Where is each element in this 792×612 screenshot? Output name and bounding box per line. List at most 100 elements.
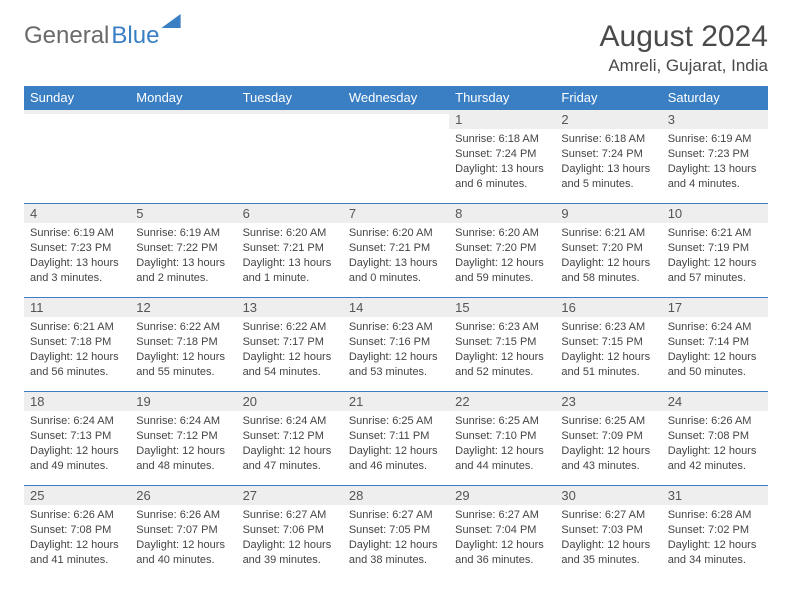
day-number: 15 — [449, 298, 555, 317]
calendar-cell: 10Sunrise: 6:21 AMSunset: 7:19 PMDayligh… — [662, 204, 768, 298]
day-number: 28 — [343, 486, 449, 505]
day-number: 6 — [237, 204, 343, 223]
day-detail-line: Sunset: 7:23 PM — [668, 147, 762, 162]
day-detail-line: Sunset: 7:19 PM — [668, 241, 762, 256]
day-details: Sunrise: 6:26 AMSunset: 7:07 PMDaylight:… — [130, 505, 236, 571]
day-detail-line: Sunset: 7:24 PM — [561, 147, 655, 162]
calendar-cell: 16Sunrise: 6:23 AMSunset: 7:15 PMDayligh… — [555, 298, 661, 392]
day-detail-line: Sunset: 7:06 PM — [243, 523, 337, 538]
day-detail-line: Sunrise: 6:27 AM — [349, 508, 443, 523]
day-number: 14 — [343, 298, 449, 317]
day-detail-line: Daylight: 13 hours and 6 minutes. — [455, 162, 549, 192]
day-detail-line: Sunrise: 6:23 AM — [561, 320, 655, 335]
day-detail-line: Sunrise: 6:18 AM — [561, 132, 655, 147]
day-details: Sunrise: 6:22 AMSunset: 7:18 PMDaylight:… — [130, 317, 236, 383]
day-detail-line: Daylight: 12 hours and 49 minutes. — [30, 444, 124, 474]
day-number: 12 — [130, 298, 236, 317]
day-number: 25 — [24, 486, 130, 505]
calendar-cell: 22Sunrise: 6:25 AMSunset: 7:10 PMDayligh… — [449, 392, 555, 486]
day-detail-line: Sunrise: 6:19 AM — [136, 226, 230, 241]
day-details: Sunrise: 6:20 AMSunset: 7:21 PMDaylight:… — [343, 223, 449, 289]
day-number: 29 — [449, 486, 555, 505]
day-detail-line: Sunset: 7:09 PM — [561, 429, 655, 444]
calendar-table: Sunday Monday Tuesday Wednesday Thursday… — [24, 86, 768, 580]
day-detail-line: Sunset: 7:05 PM — [349, 523, 443, 538]
day-detail-line: Daylight: 12 hours and 39 minutes. — [243, 538, 337, 568]
day-details: Sunrise: 6:23 AMSunset: 7:15 PMDaylight:… — [555, 317, 661, 383]
day-details: Sunrise: 6:27 AMSunset: 7:04 PMDaylight:… — [449, 505, 555, 571]
day-detail-line: Sunset: 7:07 PM — [136, 523, 230, 538]
day-detail-line: Daylight: 12 hours and 50 minutes. — [668, 350, 762, 380]
day-detail-line: Sunrise: 6:21 AM — [668, 226, 762, 241]
day-details: Sunrise: 6:24 AMSunset: 7:12 PMDaylight:… — [237, 411, 343, 477]
brand-triangle-icon — [161, 14, 181, 28]
day-detail-line: Sunrise: 6:26 AM — [668, 414, 762, 429]
day-details: Sunrise: 6:27 AMSunset: 7:03 PMDaylight:… — [555, 505, 661, 571]
day-detail-line: Sunrise: 6:24 AM — [668, 320, 762, 335]
day-detail-line: Daylight: 12 hours and 35 minutes. — [561, 538, 655, 568]
day-number: 16 — [555, 298, 661, 317]
day-detail-line: Sunrise: 6:24 AM — [30, 414, 124, 429]
day-details: Sunrise: 6:23 AMSunset: 7:15 PMDaylight:… — [449, 317, 555, 383]
calendar-cell: 9Sunrise: 6:21 AMSunset: 7:20 PMDaylight… — [555, 204, 661, 298]
day-detail-line: Sunrise: 6:27 AM — [455, 508, 549, 523]
day-detail-line: Sunrise: 6:20 AM — [349, 226, 443, 241]
day-detail-line: Sunrise: 6:20 AM — [455, 226, 549, 241]
day-detail-line: Sunrise: 6:26 AM — [30, 508, 124, 523]
day-detail-line: Sunrise: 6:26 AM — [136, 508, 230, 523]
day-detail-line: Sunset: 7:23 PM — [30, 241, 124, 256]
day-detail-line: Sunset: 7:16 PM — [349, 335, 443, 350]
calendar-cell: 29Sunrise: 6:27 AMSunset: 7:04 PMDayligh… — [449, 486, 555, 580]
day-detail-line: Sunrise: 6:25 AM — [349, 414, 443, 429]
day-detail-line: Daylight: 12 hours and 36 minutes. — [455, 538, 549, 568]
calendar-cell: 15Sunrise: 6:23 AMSunset: 7:15 PMDayligh… — [449, 298, 555, 392]
day-detail-line: Sunrise: 6:24 AM — [243, 414, 337, 429]
day-detail-line: Daylight: 12 hours and 46 minutes. — [349, 444, 443, 474]
day-details: Sunrise: 6:27 AMSunset: 7:06 PMDaylight:… — [237, 505, 343, 571]
day-detail-line: Sunrise: 6:27 AM — [243, 508, 337, 523]
day-detail-line: Daylight: 12 hours and 38 minutes. — [349, 538, 443, 568]
day-detail-line: Sunset: 7:21 PM — [243, 241, 337, 256]
calendar-cell: 1Sunrise: 6:18 AMSunset: 7:24 PMDaylight… — [449, 110, 555, 204]
day-details — [24, 114, 130, 174]
day-detail-line: Sunset: 7:13 PM — [30, 429, 124, 444]
weekday-header: Tuesday — [237, 86, 343, 110]
calendar-cell — [130, 110, 236, 204]
day-number: 4 — [24, 204, 130, 223]
day-detail-line: Sunset: 7:18 PM — [30, 335, 124, 350]
calendar-body: 1Sunrise: 6:18 AMSunset: 7:24 PMDaylight… — [24, 110, 768, 580]
day-detail-line: Sunrise: 6:19 AM — [668, 132, 762, 147]
day-number: 10 — [662, 204, 768, 223]
calendar-cell — [24, 110, 130, 204]
day-details: Sunrise: 6:18 AMSunset: 7:24 PMDaylight:… — [555, 129, 661, 195]
brand-logo-overlay: GeneralBlue — [24, 22, 129, 50]
day-details: Sunrise: 6:24 AMSunset: 7:14 PMDaylight:… — [662, 317, 768, 383]
calendar-cell: 28Sunrise: 6:27 AMSunset: 7:05 PMDayligh… — [343, 486, 449, 580]
weekday-header: Monday — [130, 86, 236, 110]
calendar-cell: 31Sunrise: 6:28 AMSunset: 7:02 PMDayligh… — [662, 486, 768, 580]
day-detail-line: Daylight: 12 hours and 40 minutes. — [136, 538, 230, 568]
day-detail-line: Sunset: 7:11 PM — [349, 429, 443, 444]
location-label: Amreli, Gujarat, India — [600, 56, 768, 76]
day-detail-line: Sunrise: 6:25 AM — [561, 414, 655, 429]
day-detail-line: Sunset: 7:03 PM — [561, 523, 655, 538]
day-detail-line: Daylight: 12 hours and 48 minutes. — [136, 444, 230, 474]
day-details: Sunrise: 6:27 AMSunset: 7:05 PMDaylight:… — [343, 505, 449, 571]
day-number: 5 — [130, 204, 236, 223]
day-details: Sunrise: 6:25 AMSunset: 7:09 PMDaylight:… — [555, 411, 661, 477]
day-detail-line: Sunrise: 6:27 AM — [561, 508, 655, 523]
day-detail-line: Sunrise: 6:24 AM — [136, 414, 230, 429]
day-number: 2 — [555, 110, 661, 129]
day-detail-line: Daylight: 12 hours and 34 minutes. — [668, 538, 762, 568]
day-detail-line: Daylight: 12 hours and 52 minutes. — [455, 350, 549, 380]
day-number: 31 — [662, 486, 768, 505]
calendar-cell: 18Sunrise: 6:24 AMSunset: 7:13 PMDayligh… — [24, 392, 130, 486]
day-details: Sunrise: 6:23 AMSunset: 7:16 PMDaylight:… — [343, 317, 449, 383]
day-number: 23 — [555, 392, 661, 411]
calendar-cell: 7Sunrise: 6:20 AMSunset: 7:21 PMDaylight… — [343, 204, 449, 298]
day-detail-line: Daylight: 12 hours and 54 minutes. — [243, 350, 337, 380]
title-block: August 2024 Amreli, Gujarat, India — [600, 20, 768, 76]
calendar-cell: 19Sunrise: 6:24 AMSunset: 7:12 PMDayligh… — [130, 392, 236, 486]
calendar-cell: 26Sunrise: 6:26 AMSunset: 7:07 PMDayligh… — [130, 486, 236, 580]
day-detail-line: Sunset: 7:10 PM — [455, 429, 549, 444]
